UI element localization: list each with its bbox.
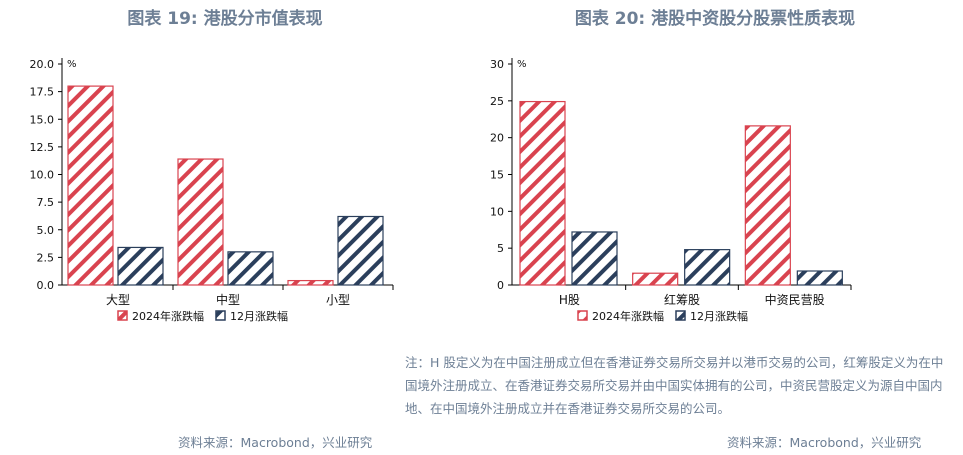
y-tick-label: 0.0: [37, 279, 55, 292]
bar-annual: [744, 125, 791, 286]
legend-label: 12月涨跌幅: [230, 309, 288, 323]
x-category-label: 红筹股: [664, 292, 700, 307]
y-axis-unit: %: [517, 59, 527, 70]
bar-annual: [632, 272, 679, 286]
y-tick-label: 25: [490, 95, 504, 108]
y-tick-label: 0: [497, 279, 504, 292]
bar-annual: [67, 85, 114, 286]
bar-annual: [177, 158, 224, 286]
legend-swatch: [675, 310, 686, 321]
footnote: 注：H 股定义为在中国注册成立但在香港证券交易所交易并以港币交易的公司，红筹股定…: [405, 355, 944, 416]
y-tick-label: 5.0: [37, 224, 55, 237]
chart2-source: 资料来源：Macrobond，兴业研究: [727, 435, 922, 450]
legend-swatch: [215, 310, 226, 321]
y-tick-label: 10.0: [30, 169, 55, 182]
legend-label: 12月涨跌幅: [690, 309, 748, 323]
x-category-label: 中资民营股: [765, 292, 825, 307]
chart1-title: 图表 19: 港股分市值表现: [127, 9, 323, 29]
x-category-label: 大型: [106, 293, 130, 307]
y-tick-label: 7.5: [37, 196, 55, 209]
bar-december: [227, 251, 274, 286]
y-tick-label: 2.5: [37, 251, 55, 264]
y-tick-label: 20.0: [30, 58, 55, 71]
bar-annual: [287, 279, 334, 286]
bar-december: [684, 249, 731, 286]
bar-december: [117, 246, 164, 286]
bar-december: [796, 270, 843, 286]
y-tick-label: 15.0: [30, 113, 55, 126]
chart2-title: 图表 20: 港股中资股分股票性质表现: [574, 9, 856, 29]
legend-swatch: [577, 310, 588, 321]
bar-december: [571, 231, 618, 286]
y-tick-label: 12.5: [30, 141, 55, 154]
x-category-label: 小型: [326, 293, 350, 307]
chart1-source: 资料来源：Macrobond，兴业研究: [178, 435, 373, 450]
bar-december: [337, 215, 384, 286]
x-category-label: 中型: [216, 292, 240, 307]
y-tick-label: 17.5: [30, 86, 55, 99]
y-tick-label: 10: [490, 205, 504, 218]
y-tick-label: 30: [490, 58, 504, 71]
legend-label: 2024年涨跌幅: [592, 309, 664, 323]
y-tick-label: 20: [490, 132, 504, 145]
y-tick-label: 5: [497, 242, 504, 255]
legend-label: 2024年涨跌幅: [132, 309, 204, 323]
y-axis-unit: %: [67, 59, 77, 70]
y-tick-label: 15: [490, 169, 504, 182]
legend-swatch: [117, 310, 128, 321]
x-category-label: H股: [559, 293, 580, 307]
bar-annual: [519, 100, 566, 286]
